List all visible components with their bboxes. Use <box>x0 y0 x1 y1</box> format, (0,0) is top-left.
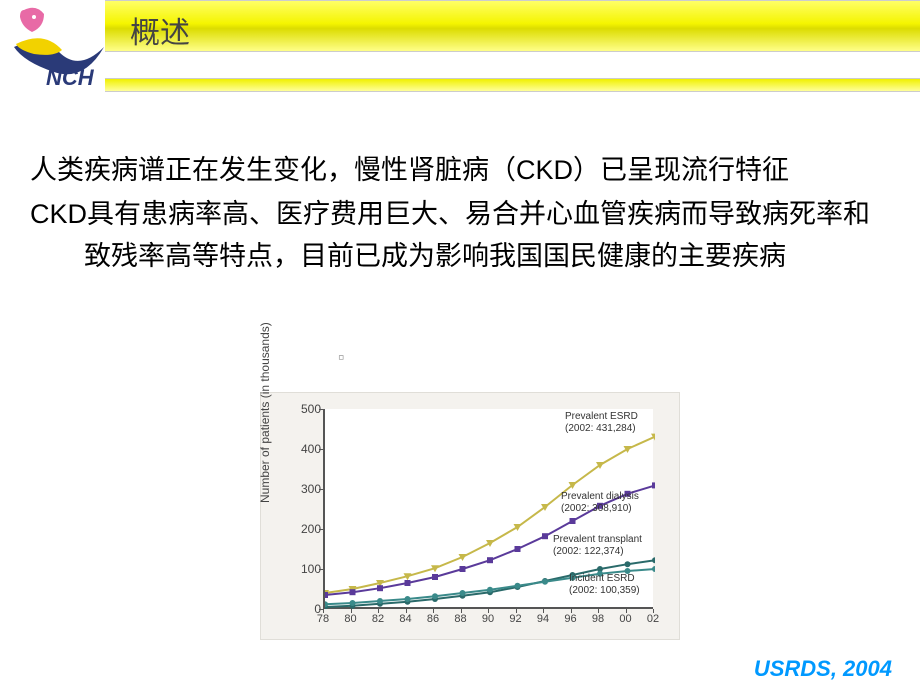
citation-text: USRDS, 2004 <box>754 656 892 682</box>
chart-xtick: 84 <box>399 613 411 625</box>
chart-ytick: 300 <box>295 482 321 496</box>
chart-ytick: 200 <box>295 522 321 536</box>
under-band <box>105 78 920 92</box>
chart-xtick: 02 <box>647 613 659 625</box>
svg-text:NCH: NCH <box>46 65 95 90</box>
series-label: Prevalent ESRD(2002: 431,284) <box>565 411 638 435</box>
paragraph-2: CKD具有患病率高、医疗费用巨大、易合并心血管疾病而导致病死率和致残率高等特点，… <box>30 194 890 278</box>
slide-title: 概述 <box>130 8 190 52</box>
nch-logo-icon: NCH <box>4 2 114 92</box>
series-label: Prevalent dialysis(2002: 308,910) <box>561 491 639 515</box>
paragraph-1: 人类疾病谱正在发生变化，慢性肾脏病（CKD）已呈现流行特征 <box>30 150 890 192</box>
title-band <box>105 0 920 52</box>
body-text: 人类疾病谱正在发生变化，慢性肾脏病（CKD）已呈现流行特征 CKD具有患病率高、… <box>30 150 890 280</box>
chart-xtick: 78 <box>317 613 329 625</box>
bullet-marker: ▫ <box>338 347 344 368</box>
chart-xtick: 00 <box>619 613 631 625</box>
chart-ytick: 100 <box>295 562 321 576</box>
chart-xtick: 82 <box>372 613 384 625</box>
series-label: Prevalent transplant(2002: 122,374) <box>553 534 642 558</box>
chart-xtick: 98 <box>592 613 604 625</box>
chart-xtick: 80 <box>344 613 356 625</box>
chart-xtick: 94 <box>537 613 549 625</box>
chart-ylabel: Number of patients (in thousands) <box>258 322 272 503</box>
slide-header: 概述 NCH <box>0 0 920 92</box>
esrd-chart: Number of patients (in thousands) 010020… <box>260 392 680 640</box>
chart-xtick: 88 <box>454 613 466 625</box>
chart-ytick: 500 <box>295 402 321 416</box>
chart-xtick: 90 <box>482 613 494 625</box>
chart-ytick: 400 <box>295 442 321 456</box>
series-label: Incident ESRD(2002: 100,359) <box>569 573 640 597</box>
chart-xtick: 86 <box>427 613 439 625</box>
chart-xtick: 92 <box>509 613 521 625</box>
chart-xtick: 96 <box>564 613 576 625</box>
